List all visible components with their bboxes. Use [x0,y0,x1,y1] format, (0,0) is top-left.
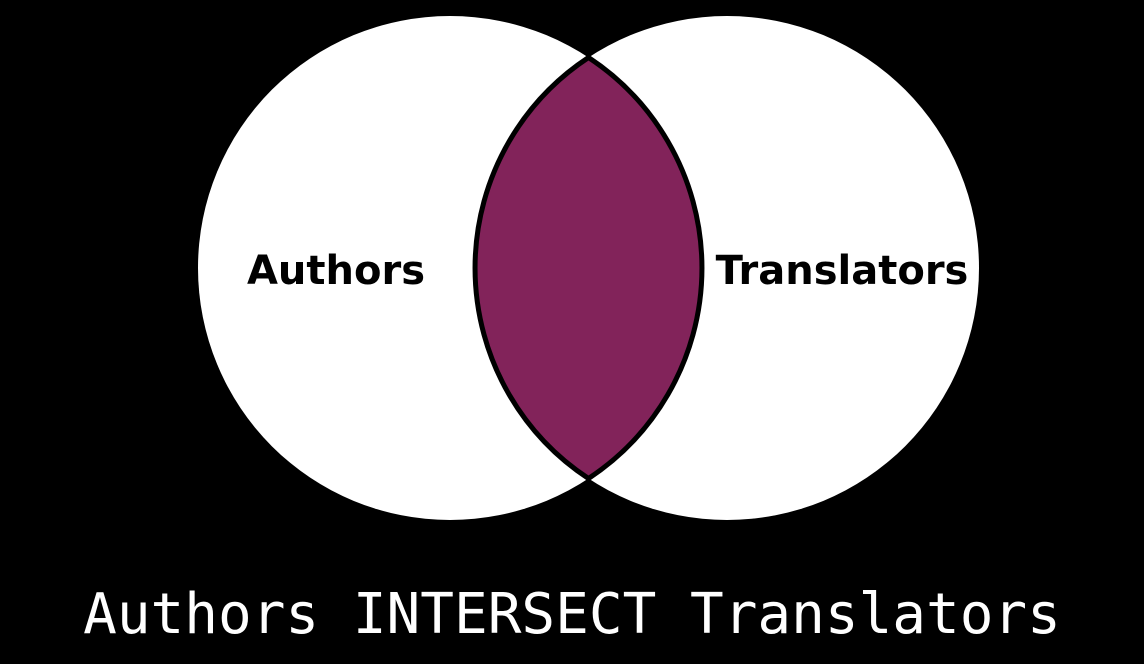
set-label-translators: Translators [716,248,969,294]
intersection-outline [472,55,705,481]
diagram-caption: Authors INTERSECT Translators [83,582,1061,647]
set-label-authors: Authors [247,248,425,294]
intersection-region [475,16,702,520]
